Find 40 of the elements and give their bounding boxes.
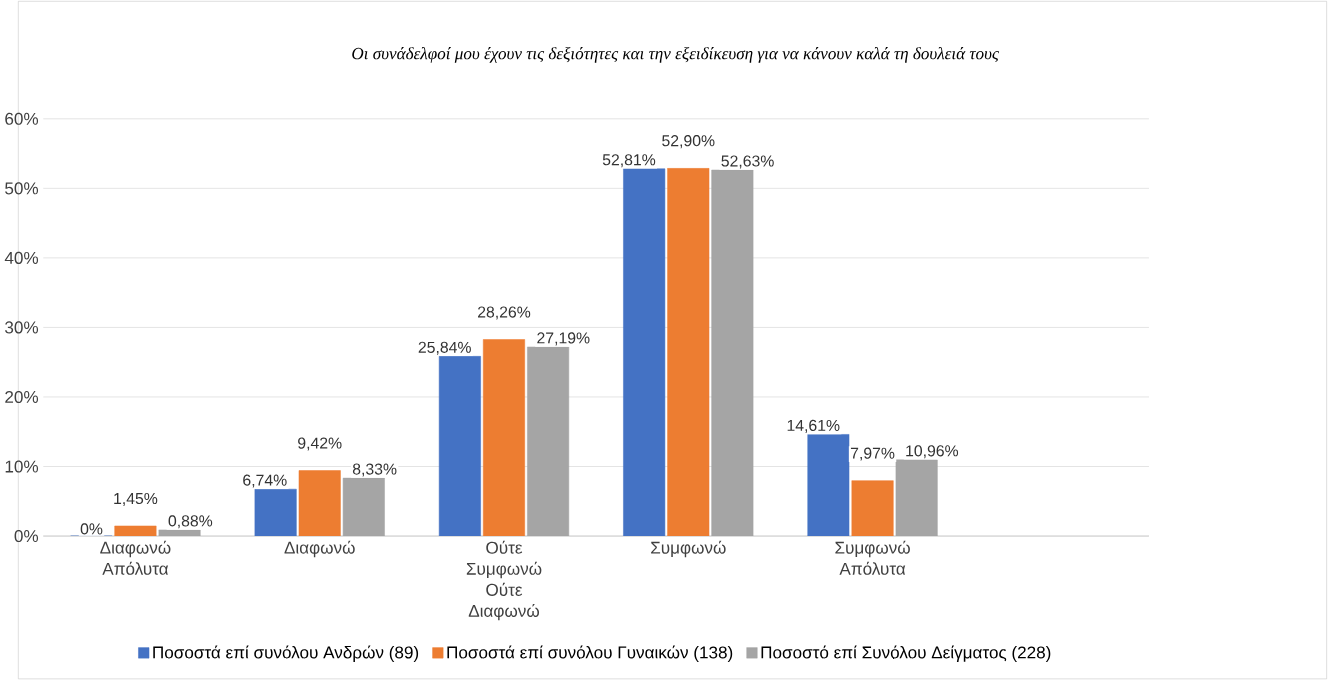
y-tick-label: 10% (5, 460, 39, 473)
data-label: 52,81% (602, 154, 656, 168)
data-label: 6,74% (243, 474, 287, 488)
chart-title: Οι συνάδελφοί μου έχουν τις δεξιότητες και την εξειδίκευση για να κάνουν καλά τη δουλειά τους (352, 47, 999, 63)
bar (623, 168, 666, 536)
data-label: 0% (80, 523, 103, 535)
x-tick-label: Διαφωνώ (284, 540, 355, 558)
y-tick-label: 50% (5, 182, 39, 195)
bar (254, 488, 297, 536)
y-tick-label: 30% (5, 321, 39, 334)
data-label: 10,96% (906, 445, 959, 459)
y-tick-label: 20% (5, 390, 39, 403)
legend-label: Ποσοστό επί Συνόλου Δείγματος (228) (761, 645, 1051, 662)
bar (807, 434, 850, 536)
y-tick-label: 40% (4, 251, 39, 264)
data-label: 28,26% (478, 306, 531, 320)
data-label: 7,97% (850, 447, 895, 461)
x-tick-label: Ούτε Συμφωνώ Ούτε Διαφωνώ (466, 540, 542, 621)
data-label: 25,84% (418, 341, 471, 355)
y-tick-label: 0% (14, 529, 39, 543)
bar (114, 525, 157, 536)
data-label: 9,42% (298, 437, 342, 451)
data-label: 52,63% (721, 155, 774, 169)
bar (851, 480, 894, 536)
data-label: 14,61% (787, 419, 840, 433)
data-label: 52,90% (662, 135, 715, 149)
y-tick-label: 60% (5, 112, 39, 125)
data-label: 0,88% (168, 515, 213, 529)
data-label: 27,19% (537, 332, 590, 346)
x-tick-label: Συμφωνώ Απόλυτα (835, 540, 910, 575)
bar (667, 167, 710, 536)
data-label: 8,33% (352, 463, 397, 477)
bar (298, 470, 341, 536)
bar (483, 339, 525, 536)
data-label: 1,45% (114, 492, 158, 506)
x-tick-label: Συμφωνώ (651, 540, 726, 558)
x-tick-label: Διαφωνώ Απόλυτα (100, 540, 171, 575)
legend-label: Ποσοστά επί συνόλου Γυναικών (138) (447, 645, 733, 662)
legend-label: Ποσοστά επί συνόλου Ανδρών (89) (153, 645, 419, 662)
bar (438, 355, 481, 536)
